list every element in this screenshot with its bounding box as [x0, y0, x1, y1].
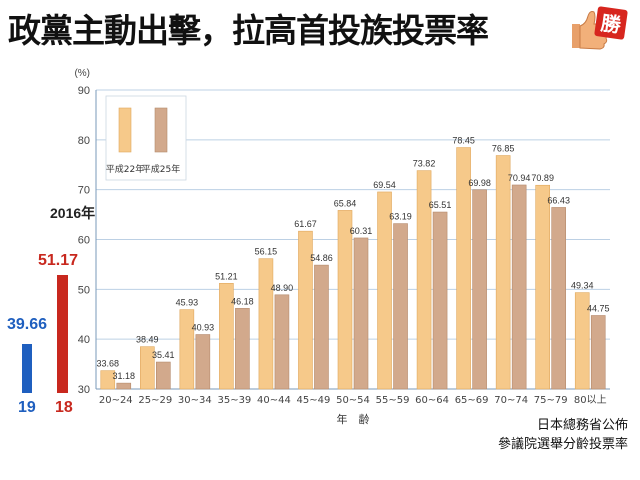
x-tick-label: 70~74: [494, 395, 528, 406]
legend-label: 平成22年: [106, 163, 144, 175]
data-label: 40.93: [192, 323, 215, 333]
bar-h22: [179, 309, 195, 390]
unit-label: (%): [74, 68, 90, 79]
bar-h25: [393, 223, 408, 390]
bar-h22: [298, 230, 313, 390]
bar-h25: [551, 207, 566, 390]
bar-h22: [219, 283, 234, 390]
y-tick-label: 70: [78, 185, 90, 197]
x-tick-label: 40~44: [257, 395, 291, 406]
bar-h22: [535, 184, 550, 390]
data-label: 33.68: [97, 359, 120, 369]
data-label: 60.31: [350, 226, 373, 236]
data-label: 49.34: [571, 281, 594, 291]
bar-h22: [574, 292, 590, 390]
data-label: 63.19: [389, 212, 412, 222]
data-label: 70.89: [531, 173, 554, 183]
side-value-18: 51.17: [38, 252, 79, 269]
legend-swatch: [154, 107, 168, 153]
source-line-2: 參議院選舉分齡投票率: [497, 437, 628, 452]
data-label: 69.98: [468, 178, 491, 188]
badge-thumbs-up: 勝: [572, 6, 628, 50]
side-bar-19: [22, 344, 32, 393]
x-tick-label: 25~29: [138, 395, 172, 406]
bar-h25: [472, 189, 487, 390]
data-label: 69.54: [373, 180, 396, 190]
bar-h22: [416, 170, 432, 390]
data-label: 65.84: [334, 198, 357, 208]
y-tick-label: 40: [78, 334, 90, 346]
y-tick-label: 80: [78, 135, 90, 147]
x-tick-label: 60~64: [415, 395, 449, 406]
source-line-1: 日本總務省公佈: [536, 418, 628, 433]
data-label: 45.93: [176, 298, 199, 308]
data-label: 70.94: [508, 173, 531, 183]
data-label: 61.67: [294, 219, 317, 229]
thumbs-up-icon: [572, 11, 608, 50]
bar-h25: [314, 264, 329, 390]
side-age-18: 18: [55, 399, 73, 416]
side-bar-18: [57, 275, 68, 393]
x-tick-label: 80以上: [574, 394, 607, 406]
side-year-label: 2016年: [50, 205, 96, 221]
data-label: 48.90: [271, 283, 294, 293]
x-tick-label: 65~69: [455, 395, 489, 406]
y-tick-label: 90: [78, 85, 90, 97]
bar-h22: [140, 346, 155, 390]
bar-h25: [274, 294, 290, 390]
data-label: 56.15: [255, 247, 278, 257]
data-label: 35.41: [152, 350, 175, 360]
data-label: 51.21: [215, 271, 238, 281]
bar-h22: [337, 210, 353, 390]
x-tick-label: 30~34: [178, 395, 212, 406]
source-note: 日本總務省公佈 參議院選舉分齡投票率: [498, 416, 628, 454]
x-tick-label: 55~59: [376, 395, 410, 406]
bar-h25: [353, 237, 369, 390]
y-tick-label: 30: [78, 384, 90, 396]
legend-label: 平成25年: [142, 163, 180, 175]
x-tick-label: 45~49: [297, 395, 331, 406]
x-tick-label: 20~24: [99, 395, 133, 406]
x-tick-label: 75~79: [534, 395, 568, 406]
badge-text: 勝: [599, 11, 623, 38]
bar-h25: [511, 184, 527, 390]
data-label: 38.49: [136, 335, 159, 345]
bar-h22: [495, 155, 511, 390]
bar-h25: [432, 211, 448, 390]
data-label: 78.45: [452, 136, 475, 146]
bar-h25: [116, 382, 132, 390]
headline: 政黨主動出擊，拉高首投族投票率: [8, 11, 489, 50]
x-tick-label: 35~39: [217, 395, 251, 406]
data-label: 76.85: [492, 144, 515, 154]
bar-h25: [156, 361, 171, 390]
bar-h22: [456, 147, 471, 390]
side-value-19: 39.66: [7, 316, 48, 333]
bar-h22: [258, 258, 274, 390]
data-label: 65.51: [429, 200, 452, 210]
bar-h25: [590, 315, 606, 390]
y-tick-label: 50: [78, 284, 90, 296]
data-label: 66.43: [547, 195, 570, 205]
legend-swatch: [118, 107, 132, 153]
x-axis-title: 年 齢: [337, 412, 370, 426]
data-label: 44.75: [587, 303, 610, 313]
bar-h25: [195, 334, 211, 390]
bar-h25: [235, 308, 250, 390]
bar-h22: [100, 370, 116, 390]
bar-h22: [377, 191, 392, 390]
data-label: 54.86: [310, 253, 333, 263]
y-tick-label: 60: [78, 235, 90, 247]
x-tick-label: 50~54: [336, 395, 370, 406]
data-label: 73.82: [413, 159, 436, 169]
data-label: 31.18: [113, 371, 136, 381]
data-label: 46.18: [231, 296, 254, 306]
side-age-19: 19: [18, 399, 36, 416]
